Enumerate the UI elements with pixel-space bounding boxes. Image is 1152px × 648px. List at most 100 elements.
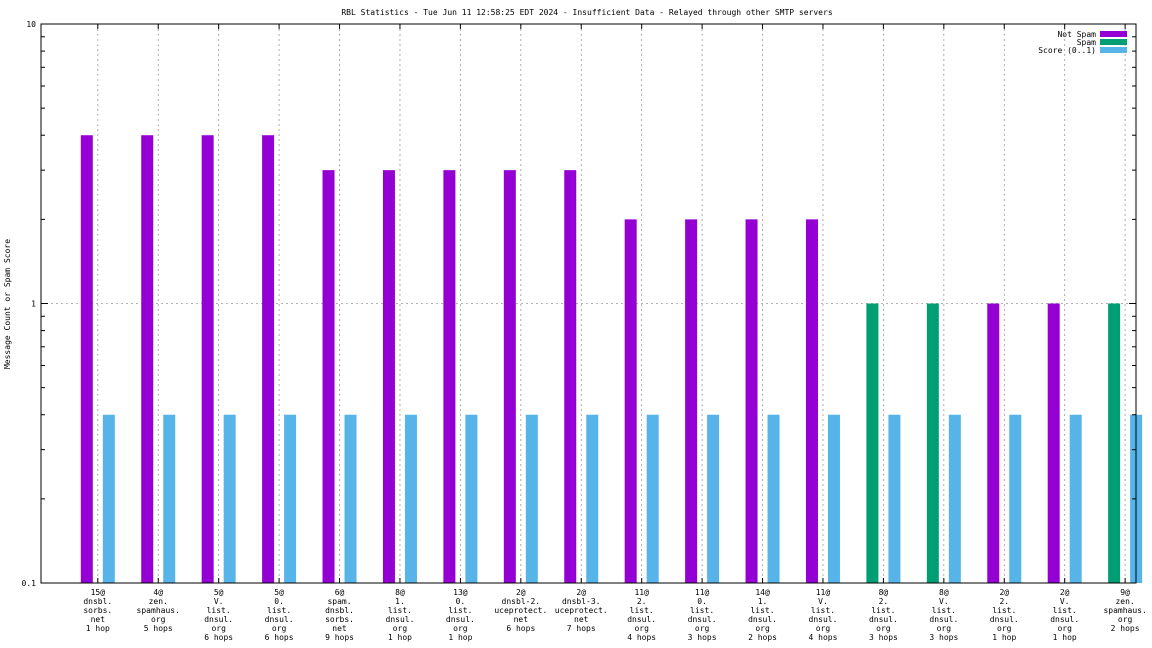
bar-not-spam: [1047, 303, 1060, 583]
x-tick-label: 11@: [816, 588, 831, 597]
x-tick-label: 9 hops: [325, 633, 354, 642]
x-tick-label: dnsul.: [748, 615, 777, 624]
bar-score-0-1: [767, 414, 780, 583]
bar-score-0-1: [586, 414, 599, 583]
bar-not-spam: [443, 170, 456, 584]
x-tick-label: list.: [630, 606, 654, 615]
x-tick-label: 3 hops: [869, 633, 898, 642]
bar-not-spam: [80, 135, 93, 583]
x-tick-label: 2.: [637, 597, 647, 606]
x-tick-label: org: [876, 624, 891, 633]
x-tick-label: 0.: [456, 597, 466, 606]
bar-score-0-1: [1069, 414, 1082, 583]
bar-spam: [926, 303, 939, 583]
y-axis-label: Message Count or Spam Score: [3, 239, 12, 369]
x-tick-label: list.: [267, 606, 291, 615]
bar-score-0-1: [646, 414, 659, 583]
y-tick-label: 10: [26, 20, 36, 29]
legend-label: Spam: [1077, 38, 1096, 47]
x-tick-label: V.: [818, 597, 828, 606]
x-tick-label: dnsul.: [869, 615, 898, 624]
bar-score-0-1: [827, 414, 840, 583]
x-tick-label: uceprotect.: [494, 606, 547, 615]
x-tick-label: 2@: [999, 588, 1009, 597]
bar-score-0-1: [465, 414, 478, 583]
x-tick-label: V.: [939, 597, 949, 606]
x-tick-label: dnsul.: [446, 615, 475, 624]
x-tick-label: V.: [1060, 597, 1070, 606]
x-tick-label: org: [272, 624, 287, 633]
x-tick-label: dnsbl-2.: [502, 597, 541, 606]
bar-score-0-1: [525, 414, 538, 583]
x-tick-label: org: [695, 624, 710, 633]
x-tick-label: list.: [871, 606, 895, 615]
bar-not-spam: [745, 219, 758, 583]
x-tick-label: 7 hops: [567, 624, 596, 633]
x-tick-label: sorbs.: [83, 606, 112, 615]
chart-title: RBL Statistics - Tue Jun 11 12:58:25 EDT…: [341, 8, 832, 17]
x-tick-label: dnsul.: [265, 615, 294, 624]
x-tick-label: 13@: [453, 588, 468, 597]
x-tick-label: org: [816, 624, 831, 633]
bar-not-spam: [262, 135, 275, 583]
x-tick-label: 11@: [634, 588, 649, 597]
legend-label: Score (0..1): [1038, 46, 1096, 55]
bar-not-spam: [987, 303, 1000, 583]
bar-score-0-1: [163, 414, 176, 583]
bar-not-spam: [382, 170, 395, 584]
x-tick-label: 4 hops: [809, 633, 838, 642]
x-tick-label: 4 hops: [627, 633, 656, 642]
x-tick-label: list.: [207, 606, 231, 615]
x-tick-label: 1 hop: [1053, 633, 1077, 642]
x-tick-label: org: [453, 624, 468, 633]
x-tick-label: dnsul.: [688, 615, 717, 624]
bar-score-0-1: [1009, 414, 1022, 583]
bar-not-spam: [201, 135, 214, 583]
bar-score-0-1: [102, 414, 115, 583]
x-tick-label: 9@: [1120, 588, 1130, 597]
x-tick-label: 14@: [755, 588, 770, 597]
bar-score-0-1: [888, 414, 901, 583]
x-tick-label: net: [514, 615, 529, 624]
x-tick-label: 8@: [879, 588, 889, 597]
bar-score-0-1: [404, 414, 417, 583]
bar-score-0-1: [948, 414, 961, 583]
bars: [80, 135, 1143, 584]
legend-swatch: [1100, 47, 1127, 53]
x-tick-label: list.: [750, 606, 774, 615]
x-tick-label: spam.: [327, 597, 351, 606]
x-tick-label: dnsul.: [809, 615, 838, 624]
x-tick-label: org: [937, 624, 952, 633]
x-tick-label: org: [997, 624, 1012, 633]
x-tick-label: 4@: [153, 588, 163, 597]
x-tick-label: 1 hop: [448, 633, 472, 642]
x-tick-label: list.: [811, 606, 835, 615]
x-tick-label: dnsbl.: [83, 597, 112, 606]
x-tick-label: spamhaus.: [137, 606, 180, 615]
x-tick-label: 1.: [395, 597, 405, 606]
x-tick-label: 11@: [695, 588, 710, 597]
x-tick-label: 1 hop: [388, 633, 412, 642]
x-tick-label: 6 hops: [204, 633, 233, 642]
x-tick-label: dnsul.: [204, 615, 233, 624]
bar-score-0-1: [223, 414, 236, 583]
x-tick-label: 0.: [697, 597, 707, 606]
x-tick-label: 15@: [91, 588, 106, 597]
bar-spam: [866, 303, 879, 583]
x-tick-label: dnsul.: [386, 615, 415, 624]
y-tick-label: 0.1: [22, 579, 37, 588]
x-tick-label: org: [151, 615, 166, 624]
x-tick-label: list.: [1053, 606, 1077, 615]
x-tick-label: org: [1057, 624, 1072, 633]
x-tick-label: sorbs.: [325, 615, 354, 624]
x-tick-label: 6 hops: [506, 624, 535, 633]
x-tick-label: net: [574, 615, 589, 624]
x-tick-label: dnsbl-3.: [562, 597, 601, 606]
x-tick-label: list.: [992, 606, 1016, 615]
x-tick-label: 2 hops: [1111, 624, 1140, 633]
x-tick-label: dnsul.: [929, 615, 958, 624]
x-tick-label: uceprotect.: [555, 606, 608, 615]
